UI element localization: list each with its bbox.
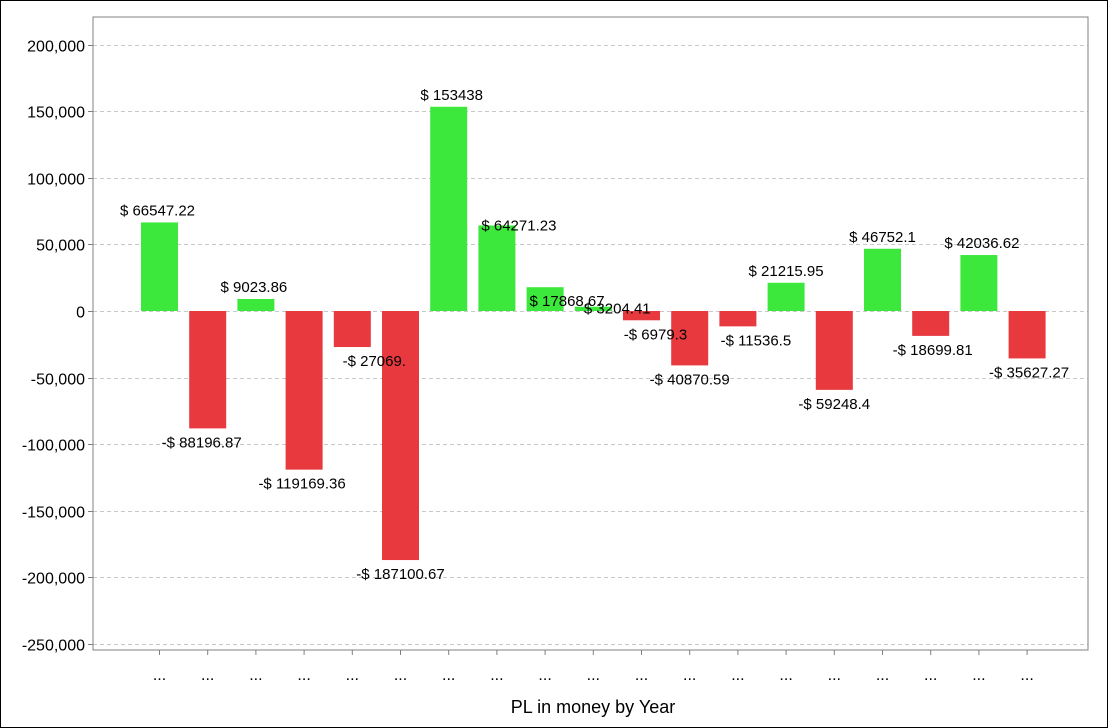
data-label: $ 17868.67 [530, 293, 605, 310]
x-tick-label: ... [201, 667, 214, 684]
data-label: -$ 11536.5 [721, 332, 792, 349]
bar [719, 311, 757, 327]
x-tick-label: ... [779, 667, 792, 684]
bar [912, 311, 950, 336]
bar [141, 222, 178, 311]
x-tick-label: ... [731, 667, 744, 684]
y-axis-tick-labels: 200,000 150,000 100,000 50,000 0 -50,000 -100,… [22, 39, 85, 655]
bar [671, 311, 709, 366]
data-label: $ 21215.95 [749, 263, 824, 280]
y-tick-label: 200,000 [27, 39, 85, 56]
data-label: $ 46752.1 [849, 229, 916, 246]
x-tick-label: ... [924, 667, 937, 684]
data-label: $ 153438 [420, 87, 483, 104]
data-label: -$ 18699.81 [893, 342, 973, 359]
y-tick-label: 50,000 [36, 238, 85, 255]
bar [864, 248, 901, 311]
bar [189, 311, 227, 429]
x-tick-label: ... [490, 667, 503, 684]
bar [333, 311, 371, 348]
x-tick-label: ... [876, 667, 889, 684]
x-axis-label: PL in money by Year [511, 697, 675, 717]
data-label: $ 9023.86 [221, 279, 288, 296]
x-tick-label: ... [587, 667, 600, 684]
grid-lines [88, 45, 1088, 645]
data-label: -$ 119169.36 [258, 476, 345, 493]
bar [526, 287, 564, 311]
bar [430, 106, 468, 311]
data-label: -$ 59248.4 [798, 396, 870, 413]
x-tick-label: ... [972, 667, 985, 684]
bar [767, 282, 805, 311]
data-label: $ 66547.22 [120, 202, 195, 219]
plot-area [92, 16, 1089, 651]
x-tick-label: ... [153, 667, 166, 684]
x-tick-label: ... [683, 667, 696, 684]
data-label: -$ 6979.3 [624, 326, 687, 343]
data-label: -$ 27069. [343, 353, 406, 370]
y-tick-label: 0 [76, 305, 85, 322]
x-axis-tick-labels: ........................................… [153, 650, 1034, 684]
y-tick-label: -200,000 [22, 571, 85, 588]
x-tick-label: ... [297, 667, 310, 684]
bar [960, 255, 998, 311]
bar [623, 311, 660, 321]
y-tick-label: -50,000 [31, 372, 85, 389]
data-label: -$ 35627.27 [989, 364, 1069, 381]
x-tick-label: ... [394, 667, 407, 684]
bar [815, 311, 853, 390]
data-label: -$ 88196.87 [162, 434, 242, 451]
data-label: $ 42036.62 [944, 235, 1019, 252]
bars [141, 106, 1046, 561]
y-tick-label: -250,000 [22, 638, 85, 655]
y-tick-label: 150,000 [27, 105, 85, 122]
data-label: $ 3204.41 [584, 301, 651, 318]
x-tick-label: ... [828, 667, 841, 684]
x-tick-label: ... [1020, 667, 1033, 684]
data-label: -$ 40870.59 [650, 371, 730, 388]
bar [478, 225, 516, 311]
bar [1008, 311, 1046, 359]
x-tick-label: ... [635, 667, 648, 684]
y-tick-label: -150,000 [22, 505, 85, 522]
data-labels: $ 66547.22 -$ 88196.87 $ 9023.86 -$ 119169.… [120, 87, 1069, 583]
data-label: -$ 187100.67 [356, 566, 444, 583]
bar [574, 306, 612, 311]
data-label: $ 64271.23 [481, 217, 556, 234]
x-tick-label: ... [442, 667, 455, 684]
bar [382, 311, 419, 561]
bar [285, 311, 323, 470]
x-tick-label: ... [538, 667, 551, 684]
bar [237, 298, 275, 311]
x-tick-label: ... [249, 667, 262, 684]
y-tick-label: -100,000 [22, 438, 85, 455]
x-tick-label: ... [346, 667, 359, 684]
plot-border [92, 16, 1089, 651]
y-tick-label: 100,000 [27, 172, 85, 189]
